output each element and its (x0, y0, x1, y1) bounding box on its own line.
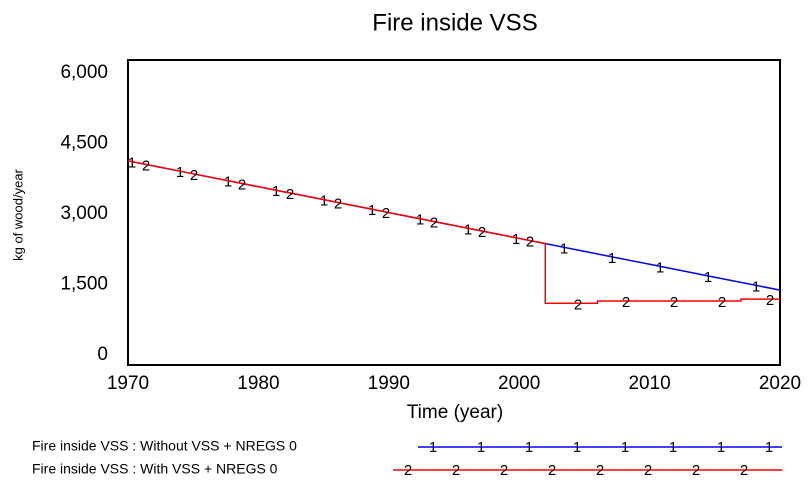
legend-marker: 2 (452, 462, 460, 479)
series-marker: 1 (656, 259, 664, 276)
series-marker: 1 (608, 250, 616, 267)
legend-marker: 1 (717, 439, 725, 456)
series-marker: 2 (670, 294, 678, 311)
legend-label: Fire inside VSS : With VSS + NREGS 0 (32, 461, 278, 477)
x-tick-label: 2010 (628, 373, 670, 394)
legend-marker: 2 (596, 462, 604, 479)
plot-frame (127, 59, 781, 366)
series-marker: 1 (512, 231, 520, 248)
legend-marker: 2 (740, 462, 748, 479)
x-tick-label: 1990 (368, 373, 410, 394)
y-tick-label: 1,500 (60, 274, 108, 295)
series-marker: 2 (574, 296, 582, 313)
series-marker: 1 (416, 212, 424, 229)
legend-marker: 2 (644, 462, 652, 479)
series-marker: 2 (238, 176, 246, 193)
series-marker: 1 (176, 164, 184, 181)
legend-marker: 1 (669, 439, 677, 456)
x-tick-label: 1970 (107, 373, 149, 394)
legend-marker: 1 (621, 439, 629, 456)
series-marker: 2 (622, 294, 630, 311)
legend-label: Fire inside VSS : Without VSS + NREGS 0 (32, 438, 297, 454)
legend-marker: 2 (548, 462, 556, 479)
legend-marker: 1 (525, 439, 533, 456)
legend-marker: 1 (573, 439, 581, 456)
series-marker: 1 (224, 174, 232, 191)
series-marker: 1 (272, 183, 280, 200)
x-tick-label: 2020 (759, 373, 801, 394)
series-marker: 2 (142, 157, 150, 174)
series-marker: 1 (128, 155, 136, 172)
series-marker: 2 (334, 195, 342, 212)
legend-marker: 1 (429, 439, 437, 456)
x-tick-label: 1980 (237, 373, 279, 394)
series-marker: 1 (320, 193, 328, 210)
x-axis-label: Time (year) (407, 402, 503, 423)
series-marker: 1 (752, 278, 760, 295)
y-tick-label: 6,000 (60, 62, 108, 83)
series-marker: 2 (430, 215, 438, 232)
series-marker: 1 (560, 240, 568, 257)
series-line (127, 160, 780, 305)
legend-marker: 1 (477, 439, 485, 456)
series-marker: 2 (766, 292, 774, 309)
series-marker: 1 (464, 221, 472, 238)
legend-marker: 1 (765, 439, 773, 456)
y-axis-label: kg of wood/year (10, 168, 25, 260)
legend-marker: 2 (692, 462, 700, 479)
series-marker: 1 (368, 202, 376, 219)
series-marker: 2 (382, 205, 390, 222)
y-tick-label: 3,000 (60, 203, 108, 224)
series-marker: 2 (190, 167, 198, 184)
chart-title: Fire inside VSS (372, 9, 537, 36)
y-tick-label: 4,500 (60, 133, 108, 154)
legend-marker: 2 (404, 462, 412, 479)
series-marker: 2 (478, 224, 486, 241)
series-marker: 1 (704, 269, 712, 286)
x-tick-label: 2000 (498, 373, 540, 394)
y-tick-label: 0 (97, 344, 108, 365)
series-marker: 2 (718, 294, 726, 311)
series-marker: 2 (286, 186, 294, 203)
series-marker: 2 (526, 234, 534, 251)
legend-marker: 2 (500, 462, 508, 479)
